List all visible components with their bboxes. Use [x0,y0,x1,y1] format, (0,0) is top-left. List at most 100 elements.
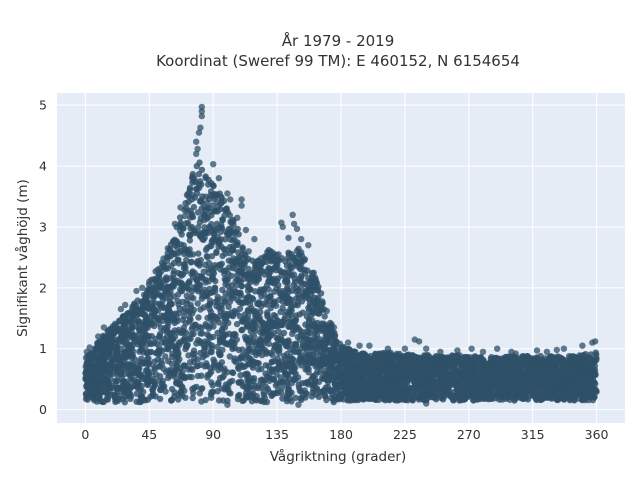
data-point [217,352,223,358]
data-point [203,397,209,403]
data-point [95,356,101,362]
data-point [271,358,277,364]
data-point [310,374,316,380]
data-point [244,335,250,341]
data-point [371,378,377,384]
data-point [147,393,153,399]
data-point [195,209,201,215]
data-point [158,384,164,390]
data-point [237,372,243,378]
data-point [230,261,236,267]
data-point [235,364,241,370]
data-point [487,365,493,371]
data-point [224,205,230,211]
data-point [289,265,295,271]
data-point [205,177,211,183]
data-point [210,268,216,274]
data-point [177,306,183,312]
data-point [311,321,317,327]
data-point [180,225,186,231]
data-point [278,322,284,328]
data-point [219,261,225,267]
data-point [121,362,127,368]
data-point [194,163,200,169]
data-point [222,386,228,392]
data-point [175,250,181,256]
data-point [222,281,228,287]
data-point [112,345,118,351]
data-point [319,320,325,326]
data-point [300,293,306,299]
data-point [300,310,306,316]
data-point [190,395,196,401]
data-point [207,306,213,312]
data-point [527,386,533,392]
data-point [207,365,213,371]
data-point [236,231,242,237]
data-point [188,294,194,300]
data-point [348,383,354,389]
data-point [330,373,336,379]
data-point [552,367,558,373]
data-point [175,298,181,304]
data-point [232,332,238,338]
data-point [217,365,223,371]
data-point [195,258,201,264]
data-point [219,374,225,380]
data-point [273,263,279,269]
chart-title-line1: År 1979 - 2019 [282,31,395,50]
data-point [192,270,198,276]
data-point [156,377,162,383]
data-point [169,361,175,367]
data-point [104,375,110,381]
data-point [169,311,175,317]
data-point [121,323,127,329]
data-point [525,364,531,370]
data-point [295,246,301,252]
data-point [305,329,311,335]
data-point [194,363,200,369]
data-point [296,349,302,355]
data-point [303,391,309,397]
data-point [233,241,239,247]
data-point [130,348,136,354]
data-point [229,309,235,315]
data-point [185,352,191,358]
data-point [92,345,98,351]
data-point [169,386,175,392]
data-point [546,371,552,377]
data-point [121,332,127,338]
data-point [187,187,193,193]
data-point [475,376,481,382]
data-point [204,254,210,260]
data-point [265,333,271,339]
data-point [286,251,292,257]
data-point [140,389,146,395]
data-point [245,307,251,313]
data-point [112,364,118,370]
data-point [195,373,201,379]
data-point [239,244,245,250]
data-point [292,395,298,401]
data-point [287,309,293,315]
data-point [162,353,168,359]
data-point [441,363,447,369]
data-point [189,367,195,373]
data-point [230,255,236,261]
data-point [216,397,222,403]
data-point [218,236,224,242]
data-point [304,267,310,273]
data-point [436,379,442,385]
data-point [232,288,238,294]
data-point [486,386,492,392]
data-point [256,264,262,270]
data-point [239,283,245,289]
data-point [195,300,201,306]
data-point [220,334,226,340]
data-point [219,328,225,334]
data-point [202,262,208,268]
data-point [169,397,175,403]
data-point [242,363,248,369]
data-point [210,357,216,363]
data-point [190,284,196,290]
